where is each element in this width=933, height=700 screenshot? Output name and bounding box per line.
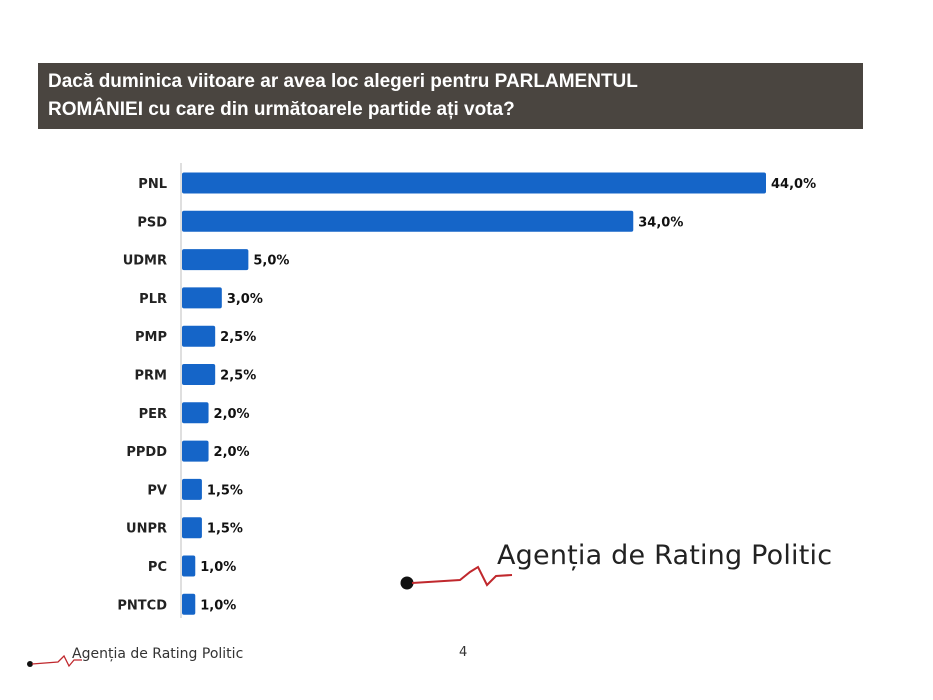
bar-pmp — [182, 325, 216, 347]
bar-pnl — [182, 172, 766, 194]
category-label-pnl: PNL — [138, 177, 167, 192]
title-line-2: ROMÂNIEI cu care din următoarele partide… — [48, 99, 515, 120]
value-label-udmr: 5,0% — [253, 254, 289, 269]
value-label-pntcd: 1,0% — [200, 598, 236, 613]
bars-layer: PNL 44,0% PSD 34,0% UDMR 5,0% PLR 3,0% PMP 2,5% PR… — [117, 172, 816, 615]
value-label-per: 2,0% — [214, 407, 250, 422]
value-label-pv: 1,5% — [207, 483, 243, 498]
value-label-pmp: 2,5% — [220, 330, 256, 345]
category-label-pc: PC — [148, 560, 167, 575]
category-label-plr: PLR — [139, 292, 167, 307]
value-label-prm: 2,5% — [220, 369, 256, 384]
value-label-unpr: 1,5% — [207, 522, 243, 537]
category-label-udmr: UDMR — [123, 254, 167, 269]
bar-per — [182, 402, 209, 424]
value-label-pnl: 44,0% — [771, 177, 816, 192]
bar-psd — [182, 210, 634, 232]
value-label-psd: 34,0% — [638, 215, 683, 230]
category-label-ppdd: PPDD — [126, 445, 167, 460]
value-label-ppdd: 2,0% — [214, 445, 250, 460]
title-line-1: Dacă duminica viitoare ar avea loc alege… — [48, 71, 638, 92]
category-label-unpr: UNPR — [126, 522, 167, 537]
brand-name-small: Agenția de Rating Politic — [72, 646, 244, 662]
category-label-pv: PV — [147, 483, 167, 498]
bar-unpr — [182, 517, 202, 539]
brand-name-large: Agenția de Rating Politic — [497, 540, 833, 571]
page-number: 4 — [459, 645, 468, 660]
category-label-pmp: PMP — [135, 330, 167, 345]
bar-ppdd — [182, 440, 209, 462]
bar-pntcd — [182, 593, 196, 615]
bar-udmr — [182, 249, 249, 271]
category-label-per: PER — [139, 407, 167, 422]
bar-pv — [182, 478, 202, 500]
bar-prm — [182, 364, 216, 385]
value-label-pc: 1,0% — [200, 560, 236, 575]
category-label-pntcd: PNTCD — [117, 598, 167, 613]
chart-title: Dacă duminica viitoare ar avea loc alege… — [38, 63, 863, 129]
value-label-plr: 3,0% — [227, 292, 263, 307]
category-label-psd: PSD — [137, 215, 167, 230]
bar-pc — [182, 555, 196, 577]
bar-plr — [182, 287, 222, 309]
category-label-prm: PRM — [135, 369, 167, 384]
